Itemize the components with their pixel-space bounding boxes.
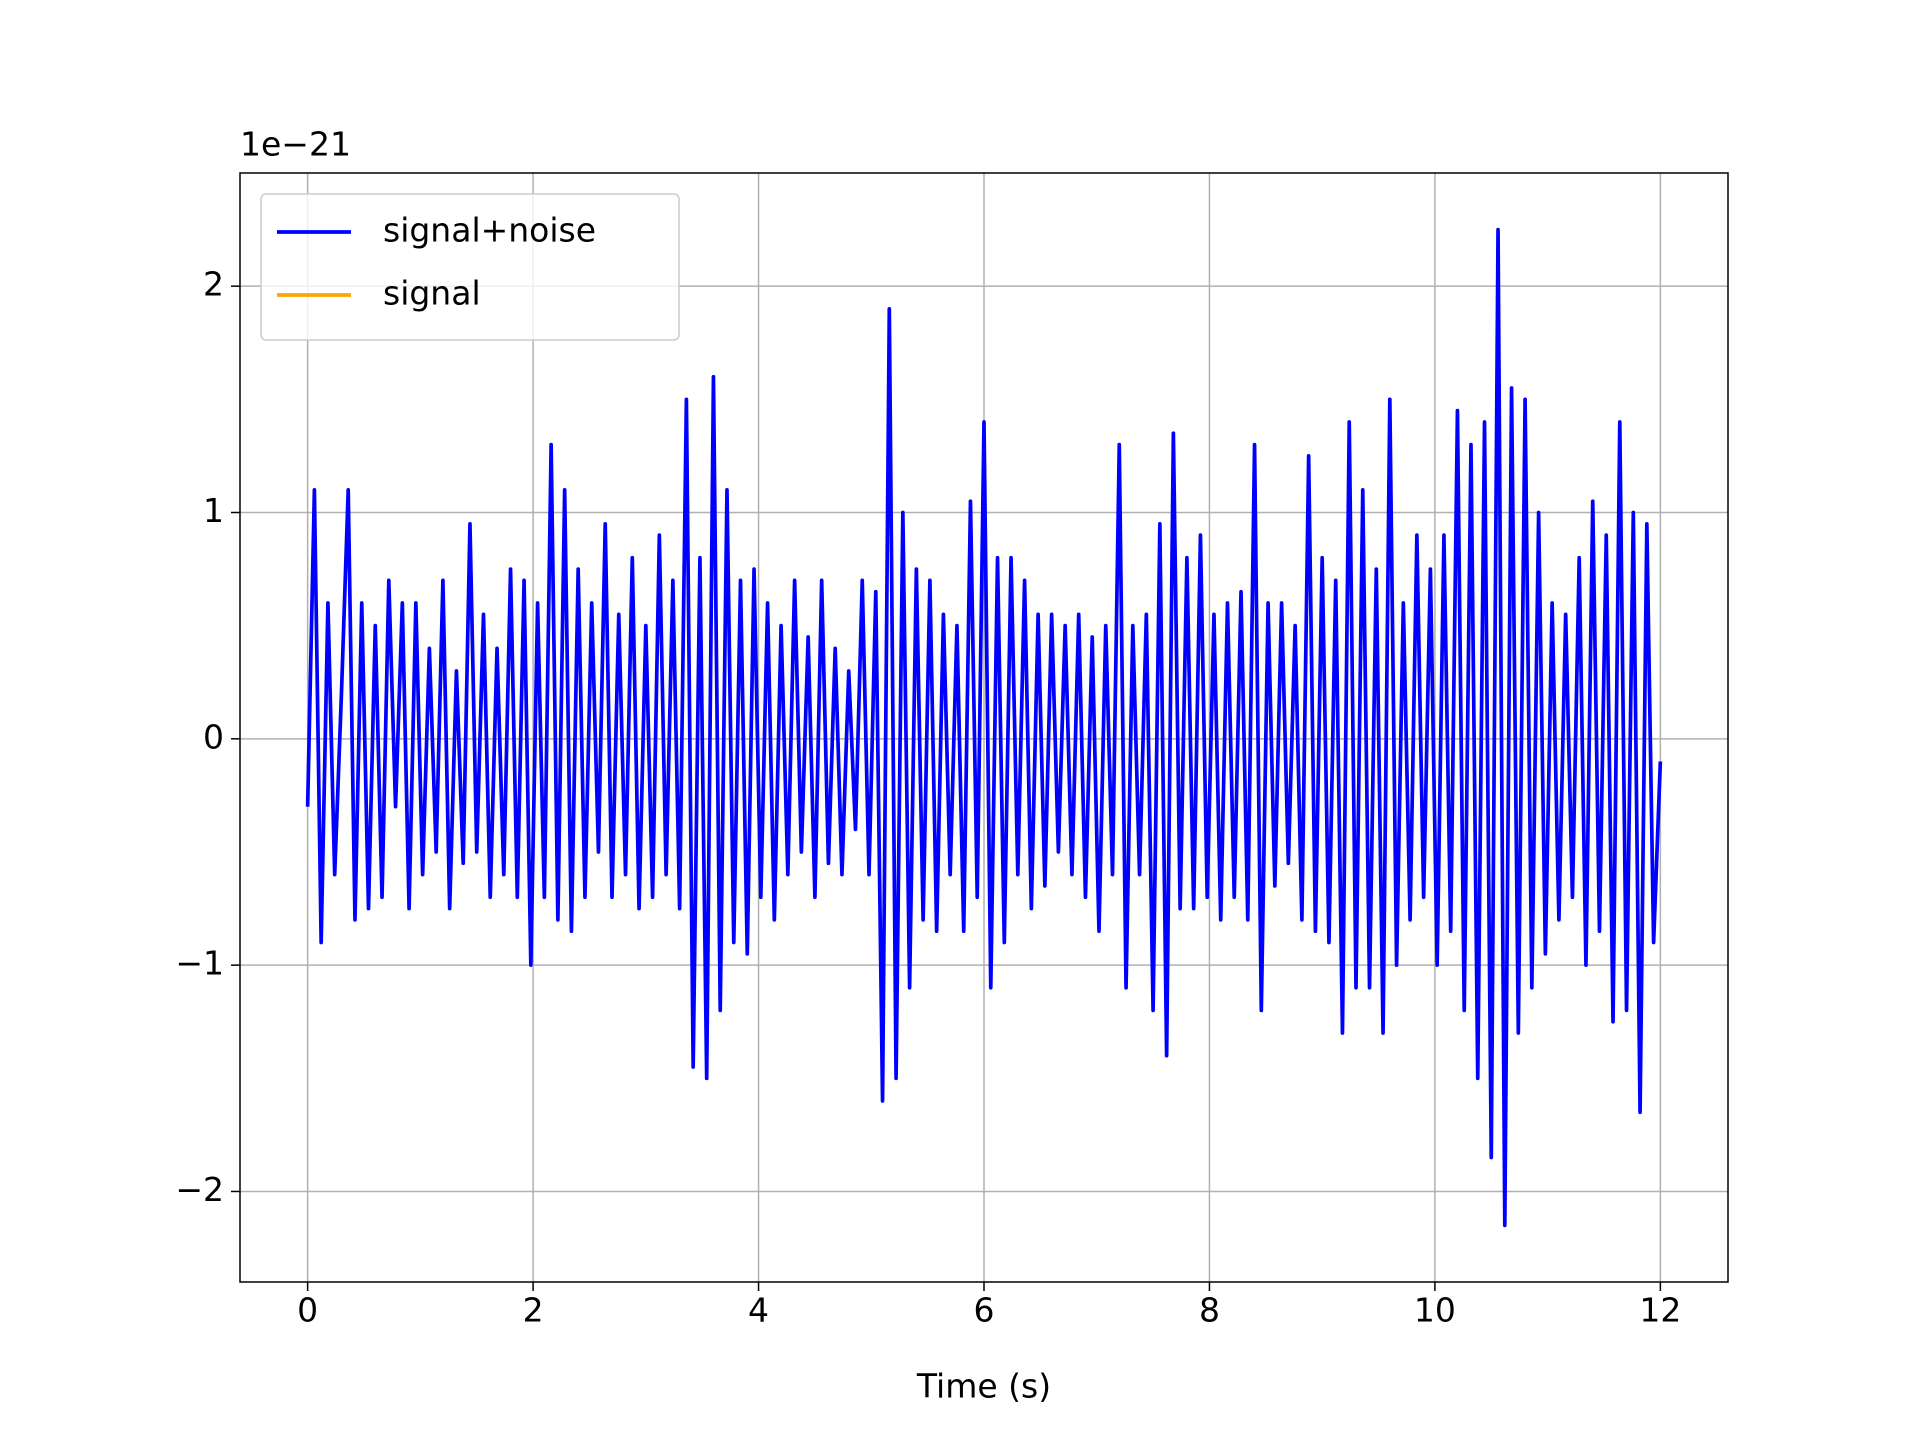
y-tick-label: 0 <box>203 717 224 756</box>
x-tick-label: 12 <box>1639 1291 1681 1330</box>
y-tick-label: 2 <box>203 265 224 304</box>
x-tick-label: 4 <box>748 1291 769 1330</box>
x-axis-label: Time (s) <box>916 1367 1051 1406</box>
x-tick-label: 2 <box>523 1291 544 1330</box>
y-tick-label: −1 <box>175 944 224 983</box>
x-tick-label: 0 <box>297 1291 318 1330</box>
legend-label: signal <box>383 274 481 313</box>
x-tick-label: 8 <box>1199 1291 1220 1330</box>
legend-label: signal+noise <box>383 211 596 250</box>
axes-frame <box>239 172 1729 1283</box>
legend-box <box>260 193 680 341</box>
y-offset-label: 1e−21 <box>240 125 351 164</box>
y-tick-label: −2 <box>175 1170 224 1209</box>
x-tick-label: 6 <box>974 1291 995 1330</box>
y-tick-label: 1 <box>203 491 224 530</box>
x-tick-label: 10 <box>1414 1291 1456 1330</box>
data-line <box>305 227 1663 1228</box>
